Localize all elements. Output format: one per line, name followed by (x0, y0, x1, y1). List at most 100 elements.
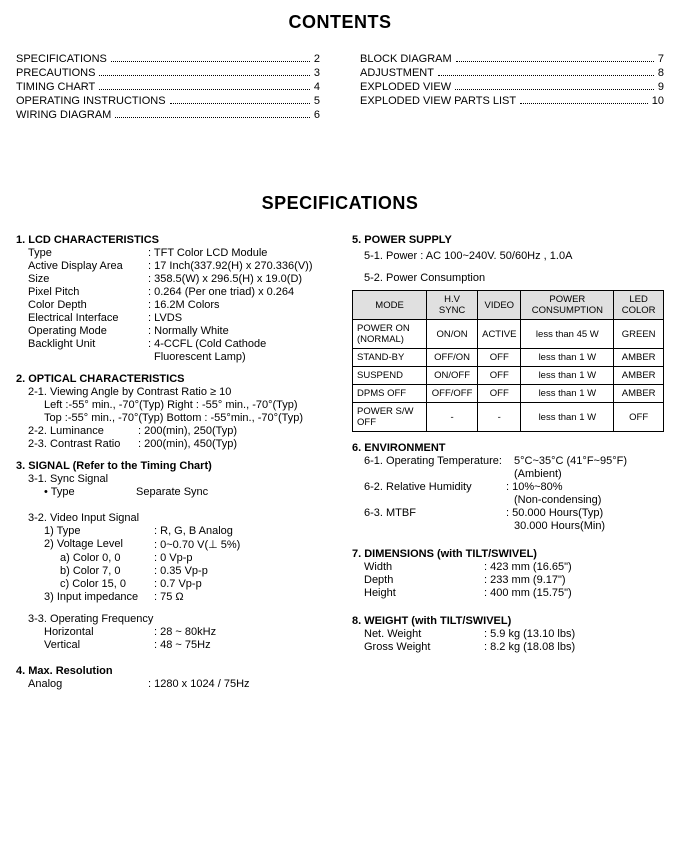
k: c) Color 15, 0 (60, 578, 154, 590)
specs-title: SPECIFICATIONS (16, 193, 664, 214)
toc-left: SPECIFICATIONS 2 PRECAUTIONS 3 TIMING CHAR… (16, 51, 320, 123)
v: 1280 x 1024 / 75Hz (148, 678, 250, 690)
k: • Type (44, 486, 134, 498)
table-row: POWER ON (NORMAL)ON/ONACTIVEless than 45… (353, 320, 664, 349)
k: b) Color 7, 0 (60, 565, 154, 577)
opt-va-h: 2-1. Viewing Angle by Contrast Ratio ≥ 1… (16, 386, 328, 398)
td: less than 1 W (521, 385, 614, 403)
v: : 10%~80% (506, 481, 563, 493)
power-consumption-table: MODE H.V SYNC VIDEO POWER CONSUMPTION LE… (352, 290, 664, 432)
td: OFF/OFF (427, 385, 478, 403)
td: OFF/ON (427, 349, 478, 367)
env-mtbf2: 30.000 Hours(Min) (352, 520, 664, 532)
k: 2-3. Contrast Ratio (28, 438, 138, 450)
toc-dots (170, 103, 310, 104)
td: - (427, 403, 478, 432)
toc-label: BLOCK DIAGRAM (360, 53, 452, 65)
toc-dots (455, 89, 654, 90)
k: Net. Weight (364, 628, 484, 640)
td: SUSPEND (353, 367, 427, 385)
lcd-ada: Active Display Area17 Inch(337.92(H) x 2… (16, 260, 328, 272)
toc-dots (99, 75, 309, 76)
td: less than 45 W (521, 320, 614, 349)
k: Color Depth (28, 299, 148, 311)
dim-heading: 7. DIMENSIONS (with TILT/SWIVEL) (352, 548, 664, 560)
v: 0~0.70 V(⊥ 5%) (154, 538, 240, 551)
toc-label: PRECAUTIONS (16, 67, 95, 79)
wt-net: Net. Weight5.9 kg (13.10 lbs) (352, 628, 664, 640)
toc-dots (456, 61, 654, 62)
td: OFF (478, 385, 521, 403)
env-ot2: (Ambient) (352, 468, 664, 480)
v: 30.000 Hours(Min) (514, 520, 605, 532)
k: Size (28, 273, 148, 285)
contents-title: CONTENTS (16, 12, 664, 33)
wt-gross: Gross Weight8.2 kg (18.08 lbs) (352, 641, 664, 653)
k: Pixel Pitch (28, 286, 148, 298)
toc-page: 7 (658, 53, 664, 65)
toc-dots (115, 117, 310, 118)
toc-label: WIRING DIAGRAM (16, 109, 111, 121)
env-rh: 6-2. Relative Humidity: 10%~80% (352, 481, 664, 493)
toc-dots (99, 89, 310, 90)
res-analog: Analog1280 x 1024 / 75Hz (16, 678, 328, 690)
lcd-ei: Electrical InterfaceLVDS (16, 312, 328, 324)
env-ot: 6-1. Operating Temperature:5°C~35°C (41°… (352, 455, 664, 467)
toc-label: EXPLODED VIEW (360, 81, 451, 93)
k: Operating Mode (28, 325, 148, 337)
k: 1) Type (44, 525, 154, 537)
toc-page: 2 (314, 53, 320, 65)
k: 6-2. Relative Humidity (364, 481, 506, 493)
k: Analog (28, 678, 148, 690)
toc: SPECIFICATIONS 2 PRECAUTIONS 3 TIMING CHAR… (16, 51, 664, 123)
env-heading: 6. ENVIRONMENT (352, 442, 664, 454)
opt-lum: 2-2. Luminance200(min), 250(Typ) (16, 425, 328, 437)
opt-cr: 2-3. Contrast Ratio200(min), 450(Typ) (16, 438, 328, 450)
v: (Ambient) (514, 468, 562, 480)
v: 5°C~35°C (41°F~95°F) (514, 455, 627, 467)
v: 0.264 (Per one triad) x 0.264 (148, 286, 294, 298)
th-mode: MODE (353, 291, 427, 320)
v: 0 Vp-p (154, 552, 193, 564)
toc-page: 10 (652, 95, 664, 107)
k: Active Display Area (28, 260, 148, 272)
ps-p2: 5-2. Power Consumption (352, 272, 664, 284)
toc-item: OPERATING INSTRUCTIONS5 (16, 95, 320, 107)
sig-ss-h: 3-1. Sync Signal (16, 473, 328, 485)
sig-of-hor: Horizontal28 ~ 80kHz (16, 626, 328, 638)
sig-of-h: 3-3. Operating Frequency (16, 613, 328, 625)
sig-ss-type: • TypeSeparate Sync (16, 486, 328, 498)
opt-heading: 2. OPTICAL CHARACTERISTICS (16, 373, 328, 385)
td: GREEN (614, 320, 664, 349)
v: 75 Ω (154, 591, 184, 603)
lcd-heading: 1. LCD CHARACTERISTICS (16, 234, 328, 246)
toc-label: SPECIFICATIONS (16, 53, 107, 65)
toc-item: ADJUSTMENT8 (360, 67, 664, 79)
sig-c00: a) Color 0, 00 Vp-p (16, 552, 328, 564)
toc-item: EXPLODED VIEW PARTS LIST 10 (360, 95, 664, 107)
toc-label: ADJUSTMENT (360, 67, 434, 79)
k: 2) Voltage Level (44, 538, 154, 551)
td: ACTIVE (478, 320, 521, 349)
sig-heading: 3. SIGNAL (Refer to the Timing Chart) (16, 460, 328, 472)
v: 200(min), 250(Typ) (138, 425, 237, 437)
table-row: POWER S/W OFF--less than 1 WOFF (353, 403, 664, 432)
sig-imp: 3) Input impedance75 Ω (16, 591, 328, 603)
toc-page: 6 (314, 109, 320, 121)
toc-item: BLOCK DIAGRAM 7 (360, 53, 664, 65)
v: 423 mm (16.65") (484, 561, 572, 573)
td: OFF (478, 349, 521, 367)
toc-item: TIMING CHART4 (16, 81, 320, 93)
k: Height (364, 587, 484, 599)
td: - (478, 403, 521, 432)
res-heading: 4. Max. Resolution (16, 665, 328, 677)
toc-dots (111, 61, 310, 62)
k: Gross Weight (364, 641, 484, 653)
toc-label: EXPLODED VIEW PARTS LIST (360, 95, 516, 107)
v: LVDS (148, 312, 182, 324)
th-pc: POWER CONSUMPTION (521, 291, 614, 320)
toc-item: SPECIFICATIONS 2 (16, 53, 320, 65)
toc-page: 3 (314, 67, 320, 79)
k: 6-3. MTBF (364, 507, 506, 519)
k: Horizontal (44, 626, 154, 638)
